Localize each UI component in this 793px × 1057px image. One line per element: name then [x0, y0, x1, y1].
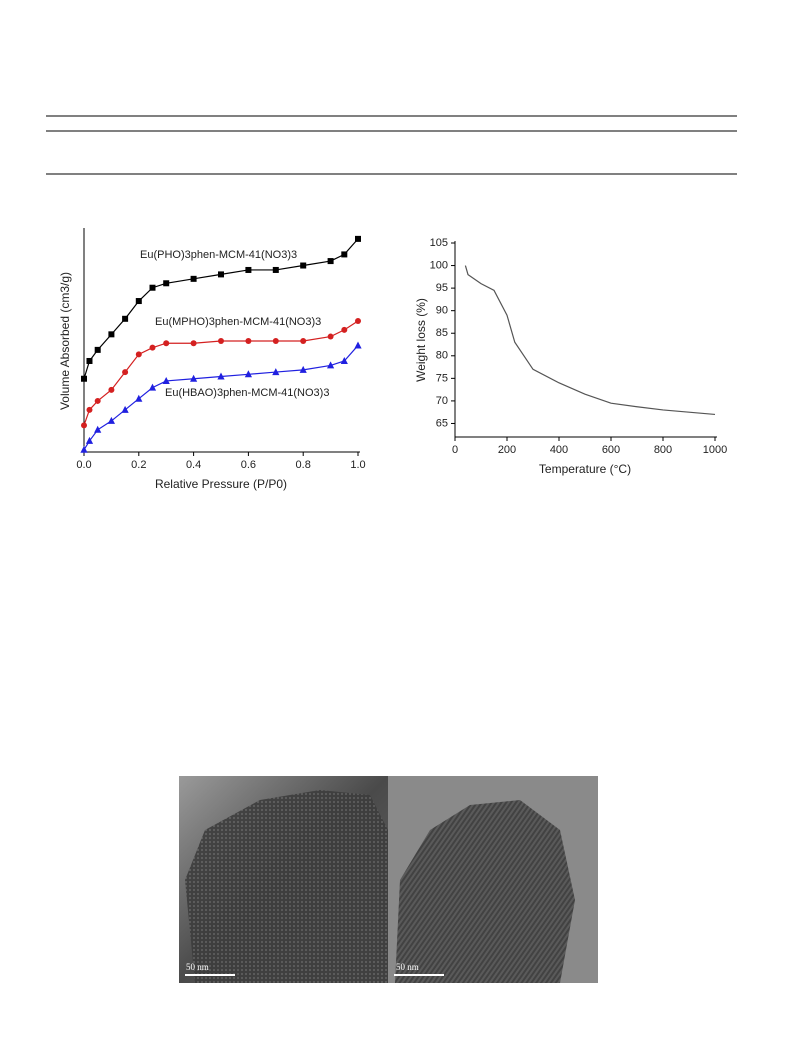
x-tick-label: 0.6	[241, 459, 256, 471]
marker	[163, 280, 170, 287]
y-tick-label: 80	[436, 350, 448, 362]
tem-image: 50 nm 50 nm	[179, 776, 598, 983]
marker	[327, 333, 334, 340]
x-tick-label: 1000	[703, 444, 727, 456]
marker	[272, 368, 280, 376]
marker	[135, 298, 142, 305]
marker	[86, 357, 93, 364]
scale-label: 50 nm	[186, 962, 209, 972]
marker	[272, 266, 279, 273]
y-tick-label: 85	[436, 327, 448, 339]
marker	[162, 376, 170, 384]
y-tick-label: 70	[436, 395, 448, 407]
marker	[340, 356, 348, 364]
marker	[135, 351, 142, 358]
x-tick-label: 400	[550, 444, 568, 456]
marker	[121, 405, 129, 413]
y-tick-label: 95	[436, 282, 448, 294]
scale-label: 50 nm	[396, 962, 419, 972]
x-tick-label: 0.8	[296, 459, 311, 471]
marker	[217, 372, 225, 380]
x-tick-label: 0.2	[131, 459, 146, 471]
marker	[80, 445, 88, 453]
marker	[190, 374, 198, 382]
y-tick-label: 100	[430, 259, 448, 271]
marker	[190, 275, 197, 282]
marker	[355, 318, 361, 325]
y-tick-label: 75	[436, 372, 448, 384]
marker	[300, 338, 307, 344]
marker	[122, 315, 129, 322]
tem-particle	[395, 800, 575, 983]
series-line	[83, 320, 359, 426]
x-axis-label: Relative Pressure (P/P0)	[155, 477, 287, 491]
y-axis-label: Volume Absorbed (cm3/g)	[58, 272, 72, 410]
marker	[327, 258, 334, 265]
marker	[85, 436, 94, 444]
marker	[300, 262, 307, 269]
x-tick-label: 0.0	[76, 459, 91, 471]
marker	[81, 375, 87, 382]
marker	[355, 235, 361, 242]
marker	[149, 344, 156, 351]
marker	[148, 383, 157, 391]
x-tick-label: 600	[602, 444, 620, 456]
marker	[94, 346, 101, 353]
marker	[354, 341, 362, 349]
y-axis-label: Weight loss (%)	[414, 298, 428, 382]
marker	[341, 326, 348, 333]
marker	[272, 338, 279, 344]
marker	[135, 394, 143, 402]
marker	[107, 416, 115, 424]
x-tick-label: 800	[654, 444, 672, 456]
marker	[190, 340, 197, 347]
series-line	[83, 238, 359, 379]
tem-particle	[185, 790, 388, 983]
marker	[122, 369, 129, 376]
marker	[149, 284, 156, 291]
marker	[94, 425, 102, 433]
x-tick-label: 0.4	[186, 459, 201, 471]
marker	[244, 370, 252, 378]
series-line	[464, 265, 716, 416]
marker	[81, 422, 87, 429]
marker	[245, 338, 252, 344]
y-tick-label: 105	[430, 237, 448, 249]
series-line	[83, 345, 359, 451]
x-tick-label: 200	[498, 444, 516, 456]
marker	[218, 338, 224, 344]
x-tick-label: 0	[452, 444, 458, 456]
marker	[299, 365, 307, 373]
x-axis-label: Temperature (°C)	[539, 462, 631, 476]
y-tick-label: 65	[436, 417, 448, 429]
marker	[218, 271, 224, 278]
marker	[245, 266, 252, 273]
x-tick-label: 1.0	[350, 459, 365, 471]
series-label: Eu(MPHO)3phen-MCM-41(NO3)3	[155, 316, 321, 328]
marker	[86, 406, 93, 413]
marker	[94, 397, 101, 404]
marker	[341, 251, 348, 258]
marker	[108, 331, 115, 338]
marker	[163, 340, 170, 347]
y-tick-label: 90	[436, 305, 448, 317]
series-label: Eu(PHO)3phen-MCM-41(NO3)3	[140, 249, 297, 261]
series-label: Eu(HBAO)3phen-MCM-41(NO3)3	[165, 387, 329, 399]
marker	[108, 386, 115, 393]
marker	[327, 361, 335, 369]
